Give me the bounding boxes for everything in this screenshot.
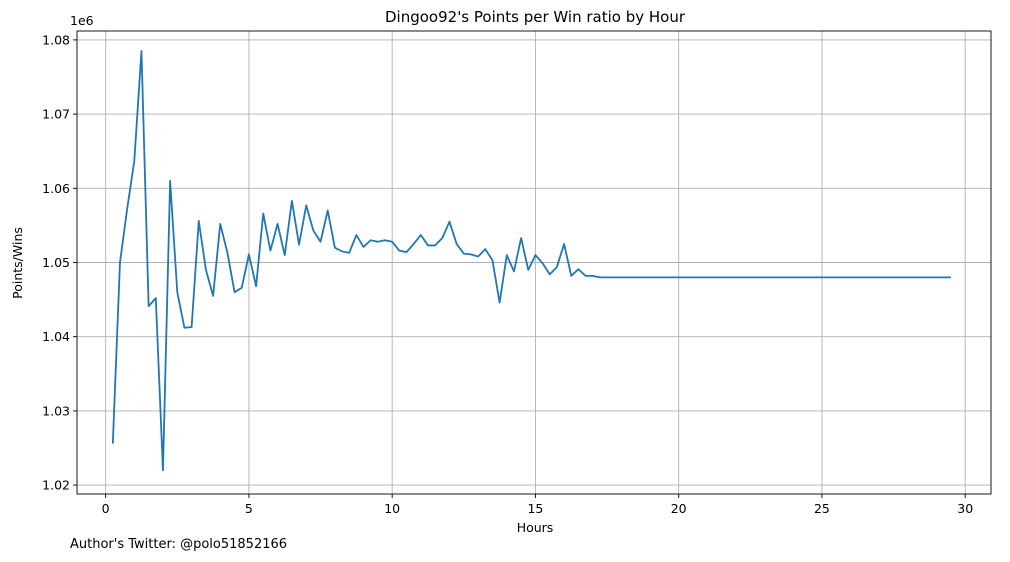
author-credit: Author's Twitter: @polo51852166 bbox=[70, 537, 288, 552]
grid bbox=[77, 31, 991, 494]
y-tick-label: 1.05 bbox=[42, 255, 70, 270]
y-offset-label: 1e6 bbox=[70, 13, 94, 28]
y-axis-ticks: 1.02 1.03 1.04 1.05 1.06 1.07 1.08 bbox=[42, 32, 77, 493]
y-tick-label: 1.04 bbox=[42, 329, 70, 344]
x-tick-label: 15 bbox=[527, 501, 543, 516]
x-tick-label: 5 bbox=[245, 501, 253, 516]
series-line bbox=[111, 50, 951, 472]
plot-frame bbox=[76, 30, 992, 495]
x-axis-ticks: 0 5 10 15 20 25 30 bbox=[102, 494, 973, 516]
y-axis-label: Points/Wins bbox=[10, 227, 25, 299]
y-tick-label: 1.03 bbox=[42, 403, 70, 418]
x-tick-label: 25 bbox=[814, 501, 830, 516]
y-tick-label: 1.08 bbox=[42, 32, 70, 47]
y-tick-label: 1.02 bbox=[42, 478, 70, 493]
x-tick-label: 30 bbox=[957, 501, 973, 516]
x-tick-label: 0 bbox=[102, 501, 110, 516]
x-axis-label: Hours bbox=[517, 520, 554, 535]
y-tick-label: 1.06 bbox=[42, 181, 70, 196]
x-tick-label: 20 bbox=[671, 501, 687, 516]
y-tick-label: 1.07 bbox=[42, 107, 70, 122]
chart-title: Dingoo92's Points per Win ratio by Hour bbox=[385, 8, 686, 26]
x-tick-label: 10 bbox=[384, 501, 400, 516]
